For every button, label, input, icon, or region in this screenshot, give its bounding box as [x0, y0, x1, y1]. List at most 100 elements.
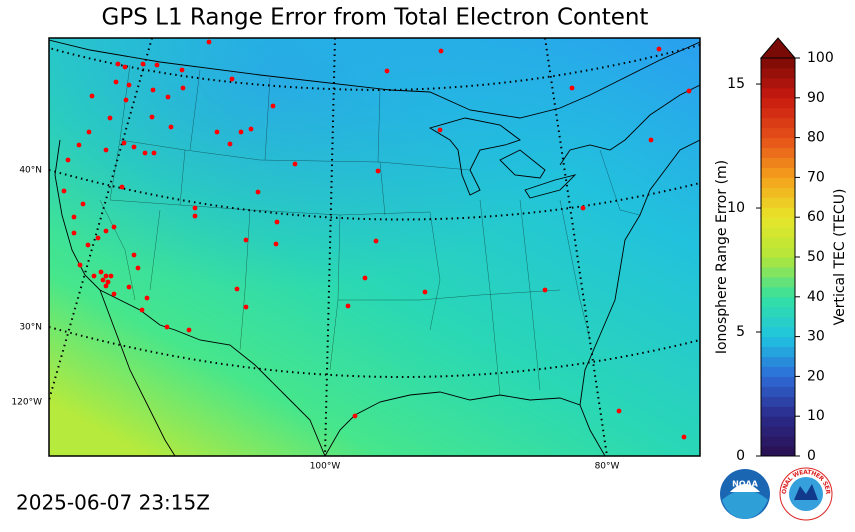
coastline: [49, 39, 700, 119]
station: [71, 230, 77, 236]
station: [149, 114, 155, 120]
colorbar-step: [761, 107, 795, 119]
station: [95, 235, 101, 241]
station: [648, 137, 654, 143]
graticule-label: 80°W: [595, 462, 620, 472]
colorbar-step: [761, 286, 795, 298]
station: [89, 93, 95, 99]
station: [229, 76, 235, 82]
colorbar-step: [761, 217, 795, 228]
station: [238, 129, 244, 135]
colorbar-step: [761, 306, 795, 318]
colorbar-tick-label: 20: [807, 368, 825, 384]
colorbar: 0 5 10 15 0 10 20 30 40 50 60 70 80 90 100: [727, 37, 834, 464]
station: [113, 79, 119, 85]
colorbar-step: [761, 87, 795, 99]
station: [616, 408, 622, 414]
station: [686, 88, 692, 94]
station: [115, 61, 121, 67]
station: [108, 273, 114, 279]
station: [86, 129, 92, 135]
station: [142, 150, 148, 156]
station: [192, 205, 198, 211]
station: [165, 94, 171, 100]
tec-field-overlay: [49, 38, 700, 456]
station: [111, 224, 117, 230]
colorbar-tick-label: 10: [807, 408, 825, 424]
colorbar-step: [761, 446, 795, 457]
state-borders: [99, 64, 641, 396]
station: [77, 262, 83, 268]
colorbar-tick-label: 50: [807, 249, 825, 265]
coastline: [99, 289, 176, 456]
colorbar-step: [761, 386, 795, 397]
colorbar-step: [761, 187, 795, 198]
station: [131, 144, 137, 150]
colorbar-tick-label: 0: [807, 448, 816, 464]
station: [292, 161, 298, 167]
colorbar-step: [761, 436, 795, 447]
station: [248, 126, 254, 132]
colorbar-step: [761, 276, 795, 288]
station: [255, 189, 261, 195]
station: [80, 201, 86, 207]
station: [91, 273, 97, 279]
station: [422, 289, 428, 295]
colorbar-label-right: Vertical TEC (TECU): [832, 189, 848, 326]
colorbar-tick-label: 30: [807, 329, 825, 345]
station: [111, 291, 117, 297]
noaa-text: NOAA: [732, 480, 758, 489]
colorbar-step: [761, 416, 795, 427]
station: [206, 39, 212, 45]
colorbar-step: [761, 237, 795, 248]
stations: [61, 39, 692, 440]
colorbar-step: [761, 97, 795, 109]
station: [656, 46, 662, 52]
station: [542, 287, 548, 293]
coastline: [579, 139, 700, 406]
station: [119, 184, 125, 190]
graticule-label: 40°N: [19, 166, 42, 176]
graticule: [544, 38, 608, 456]
station: [186, 327, 192, 333]
station: [144, 295, 150, 301]
station: [270, 103, 276, 109]
colorbar-label: Ionosphere Range Error (m): [714, 160, 730, 354]
station: [103, 273, 109, 279]
map-frame: [48, 37, 701, 457]
graticule-label: 120°W: [11, 398, 42, 408]
colorbar-step: [761, 247, 795, 258]
station: [362, 275, 368, 281]
station: [168, 124, 174, 130]
colorbar-tick-label: 100: [807, 50, 834, 66]
station: [438, 48, 444, 54]
station: [164, 324, 170, 330]
station: [274, 219, 280, 225]
colorbar-tick-label: 10: [727, 200, 745, 216]
colorbar-step: [761, 326, 795, 338]
station: [375, 168, 381, 174]
colorbar-step: [761, 127, 795, 139]
colorbar-step: [761, 406, 795, 417]
station: [580, 205, 586, 211]
station: [103, 228, 109, 234]
colorbar-tick-label: 40: [807, 289, 825, 305]
timestamp: 2025-06-07 23:15Z: [16, 491, 210, 515]
station: [227, 141, 233, 147]
colorbar-step: [761, 58, 795, 69]
colorbar-step: [761, 137, 795, 149]
colorbar-step: [761, 356, 795, 367]
station: [121, 140, 127, 146]
station: [373, 238, 379, 244]
station: [100, 277, 106, 283]
graticule-labels: 40°N 30°N 120°W 100°W 80°W: [11, 166, 619, 472]
station: [135, 265, 141, 271]
colorbar-step: [761, 167, 795, 178]
station: [384, 68, 390, 74]
station: [103, 283, 109, 289]
station: [126, 82, 132, 88]
coastline: [54, 139, 326, 456]
colorbar-step: [761, 147, 795, 158]
station: [103, 147, 109, 153]
